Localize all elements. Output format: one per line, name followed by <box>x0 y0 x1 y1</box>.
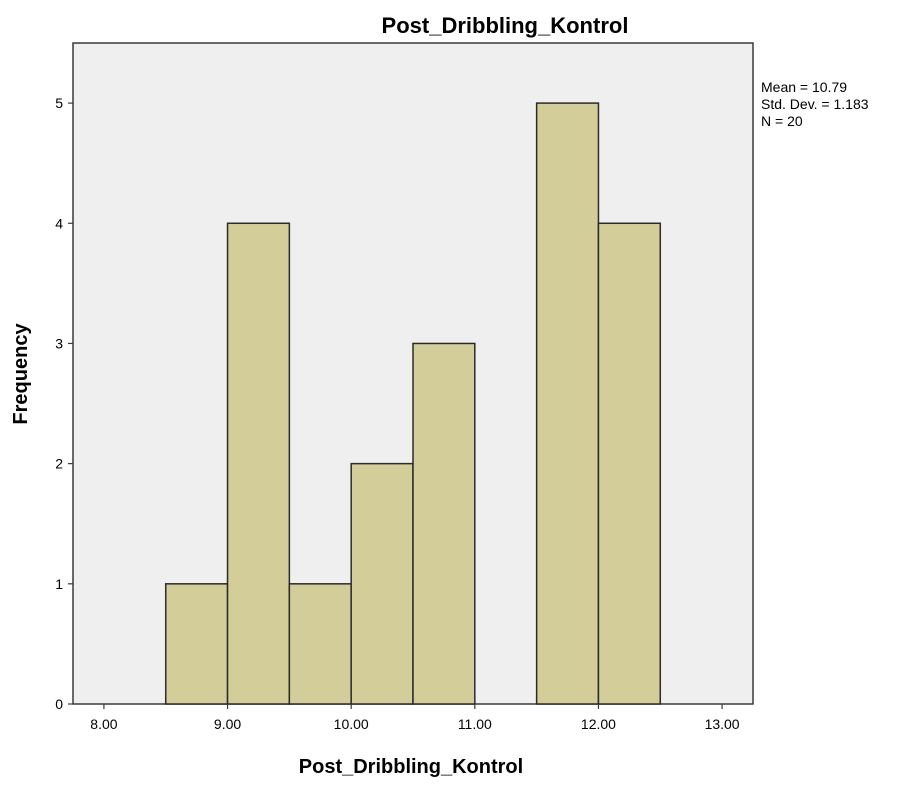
x-axis-title: Post_Dribbling_Kontrol <box>299 756 523 778</box>
y-tick-label-4: 4 <box>55 215 63 231</box>
stats-n: N = 20 <box>761 113 803 129</box>
x-tick-label-5: 13.00 <box>705 716 740 732</box>
x-tick-label-3: 11.00 <box>458 716 492 732</box>
y-axis-title: Frequency <box>10 323 32 425</box>
stats-std-dev: Std. Dev. = 1.183 <box>761 96 869 112</box>
y-tick-label-3: 3 <box>55 335 63 351</box>
y-tick-label-0: 0 <box>55 696 63 712</box>
histogram-bar-3 <box>350 462 414 705</box>
x-tick-label-1: 9.00 <box>214 716 241 732</box>
histogram-bar-7 <box>597 222 662 705</box>
histogram-bar-4 <box>412 342 476 705</box>
stats-box: Mean = 10.79 Std. Dev. = 1.183 N = 20 <box>761 79 869 129</box>
x-tick-label-4: 12.00 <box>581 716 616 732</box>
bars-layer <box>164 102 662 705</box>
stats-mean: Mean = 10.79 <box>761 79 847 95</box>
chart-title: Post_Dribbling_Kontrol <box>382 13 629 38</box>
histogram-bar-1 <box>226 222 291 705</box>
x-tick-label-0: 8.00 <box>90 716 117 732</box>
ticks-layer: 0 1 2 3 4 5 8.00 9.00 10.00 11.00 12.00 13.00 <box>55 95 740 732</box>
y-tick-label-1: 1 <box>55 576 63 592</box>
y-tick-label-2: 2 <box>55 456 63 472</box>
y-tick-label-5: 5 <box>55 95 63 111</box>
histogram-bar-2 <box>288 583 352 705</box>
histogram-bar-0 <box>164 583 229 705</box>
histogram-bar-6 <box>535 102 600 705</box>
x-tick-label-2: 10.00 <box>334 716 369 732</box>
